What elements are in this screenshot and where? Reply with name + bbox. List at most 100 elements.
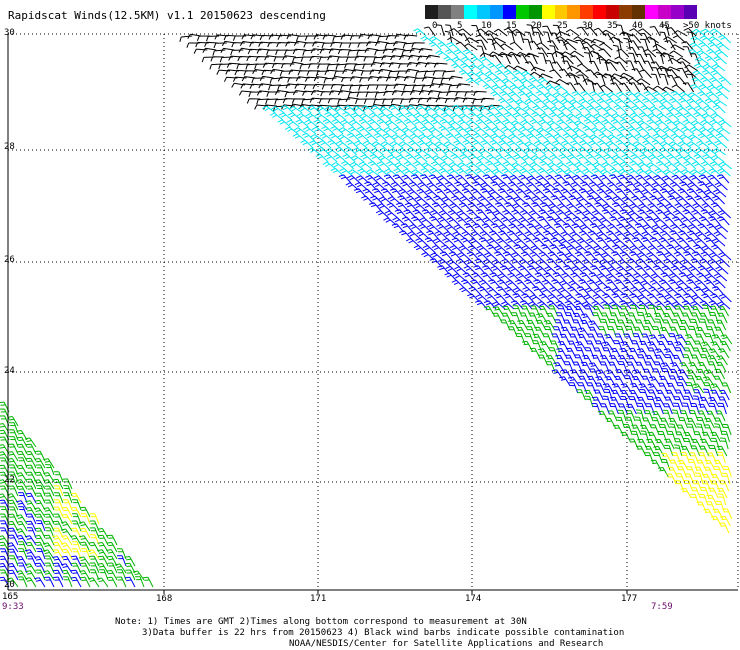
wind-barb: [709, 305, 721, 317]
wind-barb: [451, 104, 465, 114]
wind-barb: [71, 555, 82, 567]
wind-barb: [490, 133, 504, 142]
wind-barb: [463, 223, 477, 233]
wind-barb: [644, 452, 654, 464]
wind-barb: [683, 347, 694, 359]
wind-barb: [536, 84, 550, 93]
wind-barb: [298, 105, 312, 114]
wind-barb: [701, 202, 715, 212]
wind-barb: [507, 272, 521, 282]
wind-barb: [299, 63, 313, 70]
wind-barb: [570, 140, 584, 149]
wind-barb: [288, 106, 303, 114]
wind-barb: [377, 35, 391, 42]
wind-barb: [387, 196, 401, 205]
wind-barb: [400, 223, 414, 233]
legend-swatch: [463, 5, 478, 19]
wind-barb: [352, 105, 366, 114]
wind-barb: [333, 154, 347, 163]
wind-barb: [497, 279, 510, 289]
wind-barb: [436, 133, 450, 142]
wind-barb: [422, 112, 437, 121]
wind-barb: [366, 126, 380, 135]
wind-barb: [496, 238, 510, 247]
wind-barb: [609, 168, 623, 177]
wind-barb: [359, 113, 374, 121]
wind-barb: [254, 104, 268, 110]
wind-barb: [684, 340, 695, 352]
wind-barb: [691, 120, 705, 128]
wind-barb: [672, 209, 687, 219]
wind-barb: [680, 487, 692, 499]
wind-barb: [16, 521, 28, 532]
wind-barb: [280, 63, 295, 69]
wind-barb: [420, 126, 434, 135]
legend-label: >50 knots: [683, 21, 732, 31]
wind-barb: [580, 133, 594, 142]
wind-barb: [545, 60, 555, 72]
wind-barb: [352, 147, 367, 156]
wind-barb: [472, 98, 486, 105]
wind-barb: [546, 312, 557, 324]
wind-barb: [611, 160, 625, 170]
wind-barb: [498, 140, 512, 149]
wind-barb: [34, 577, 46, 588]
wind-barb: [259, 75, 274, 81]
wind-barb: [683, 293, 696, 303]
wind-barb: [557, 203, 571, 212]
wind-barb: [437, 41, 451, 51]
wind-barb: [564, 210, 579, 219]
wind-barb: [314, 112, 329, 121]
wind-barb: [258, 83, 273, 89]
wind-barb: [340, 84, 354, 91]
wind-barb: [684, 473, 695, 485]
wind-barb: [486, 244, 499, 254]
wind-barb: [603, 286, 617, 296]
wind-barb: [236, 63, 250, 70]
wind-barb: [577, 105, 591, 114]
wind-barb: [443, 56, 457, 65]
wind-barb: [16, 479, 28, 490]
wind-barb: [16, 436, 28, 448]
wind-barb: [374, 91, 388, 98]
wind-barb: [487, 238, 501, 247]
wind-barb: [399, 54, 413, 60]
wind-barb: [555, 78, 570, 86]
wind-barb: [669, 459, 680, 471]
wind-barb: [398, 63, 412, 69]
wind-barb: [474, 300, 488, 310]
wind-barb: [700, 487, 710, 499]
wind-barb: [653, 175, 667, 184]
wind-barb: [646, 119, 660, 128]
wind-barb: [626, 174, 640, 184]
wind-barb: [461, 231, 475, 240]
wind-barb: [501, 78, 516, 86]
wind-barb: [417, 97, 432, 104]
wind-barb: [526, 223, 540, 233]
wind-barb: [572, 216, 586, 226]
wind-barb: [565, 72, 580, 79]
wind-barb: [248, 91, 262, 97]
wind-barb: [544, 133, 558, 142]
wind-barb: [526, 133, 540, 142]
wind-barb: [676, 57, 691, 65]
wind-barb: [653, 452, 663, 464]
legend-label: 0: [432, 21, 438, 31]
wind-barb: [716, 355, 728, 366]
wind-barb: [494, 293, 507, 303]
wind-barb: [78, 521, 91, 532]
wind-barb: [639, 154, 653, 163]
wind-barb: [448, 75, 463, 81]
wind-barb: [587, 279, 600, 289]
wind-barb: [691, 251, 705, 261]
wind-barb: [597, 182, 611, 191]
wind-barb: [382, 133, 396, 142]
wind-barb: [602, 395, 612, 408]
wind-barb: [524, 279, 537, 289]
wind-barb: [522, 202, 535, 212]
wind-barb: [711, 286, 725, 296]
wind-barb: [365, 169, 380, 177]
lat-label-24: 24: [4, 366, 15, 376]
wind-barb: [521, 154, 536, 163]
wind-barb: [132, 570, 145, 581]
